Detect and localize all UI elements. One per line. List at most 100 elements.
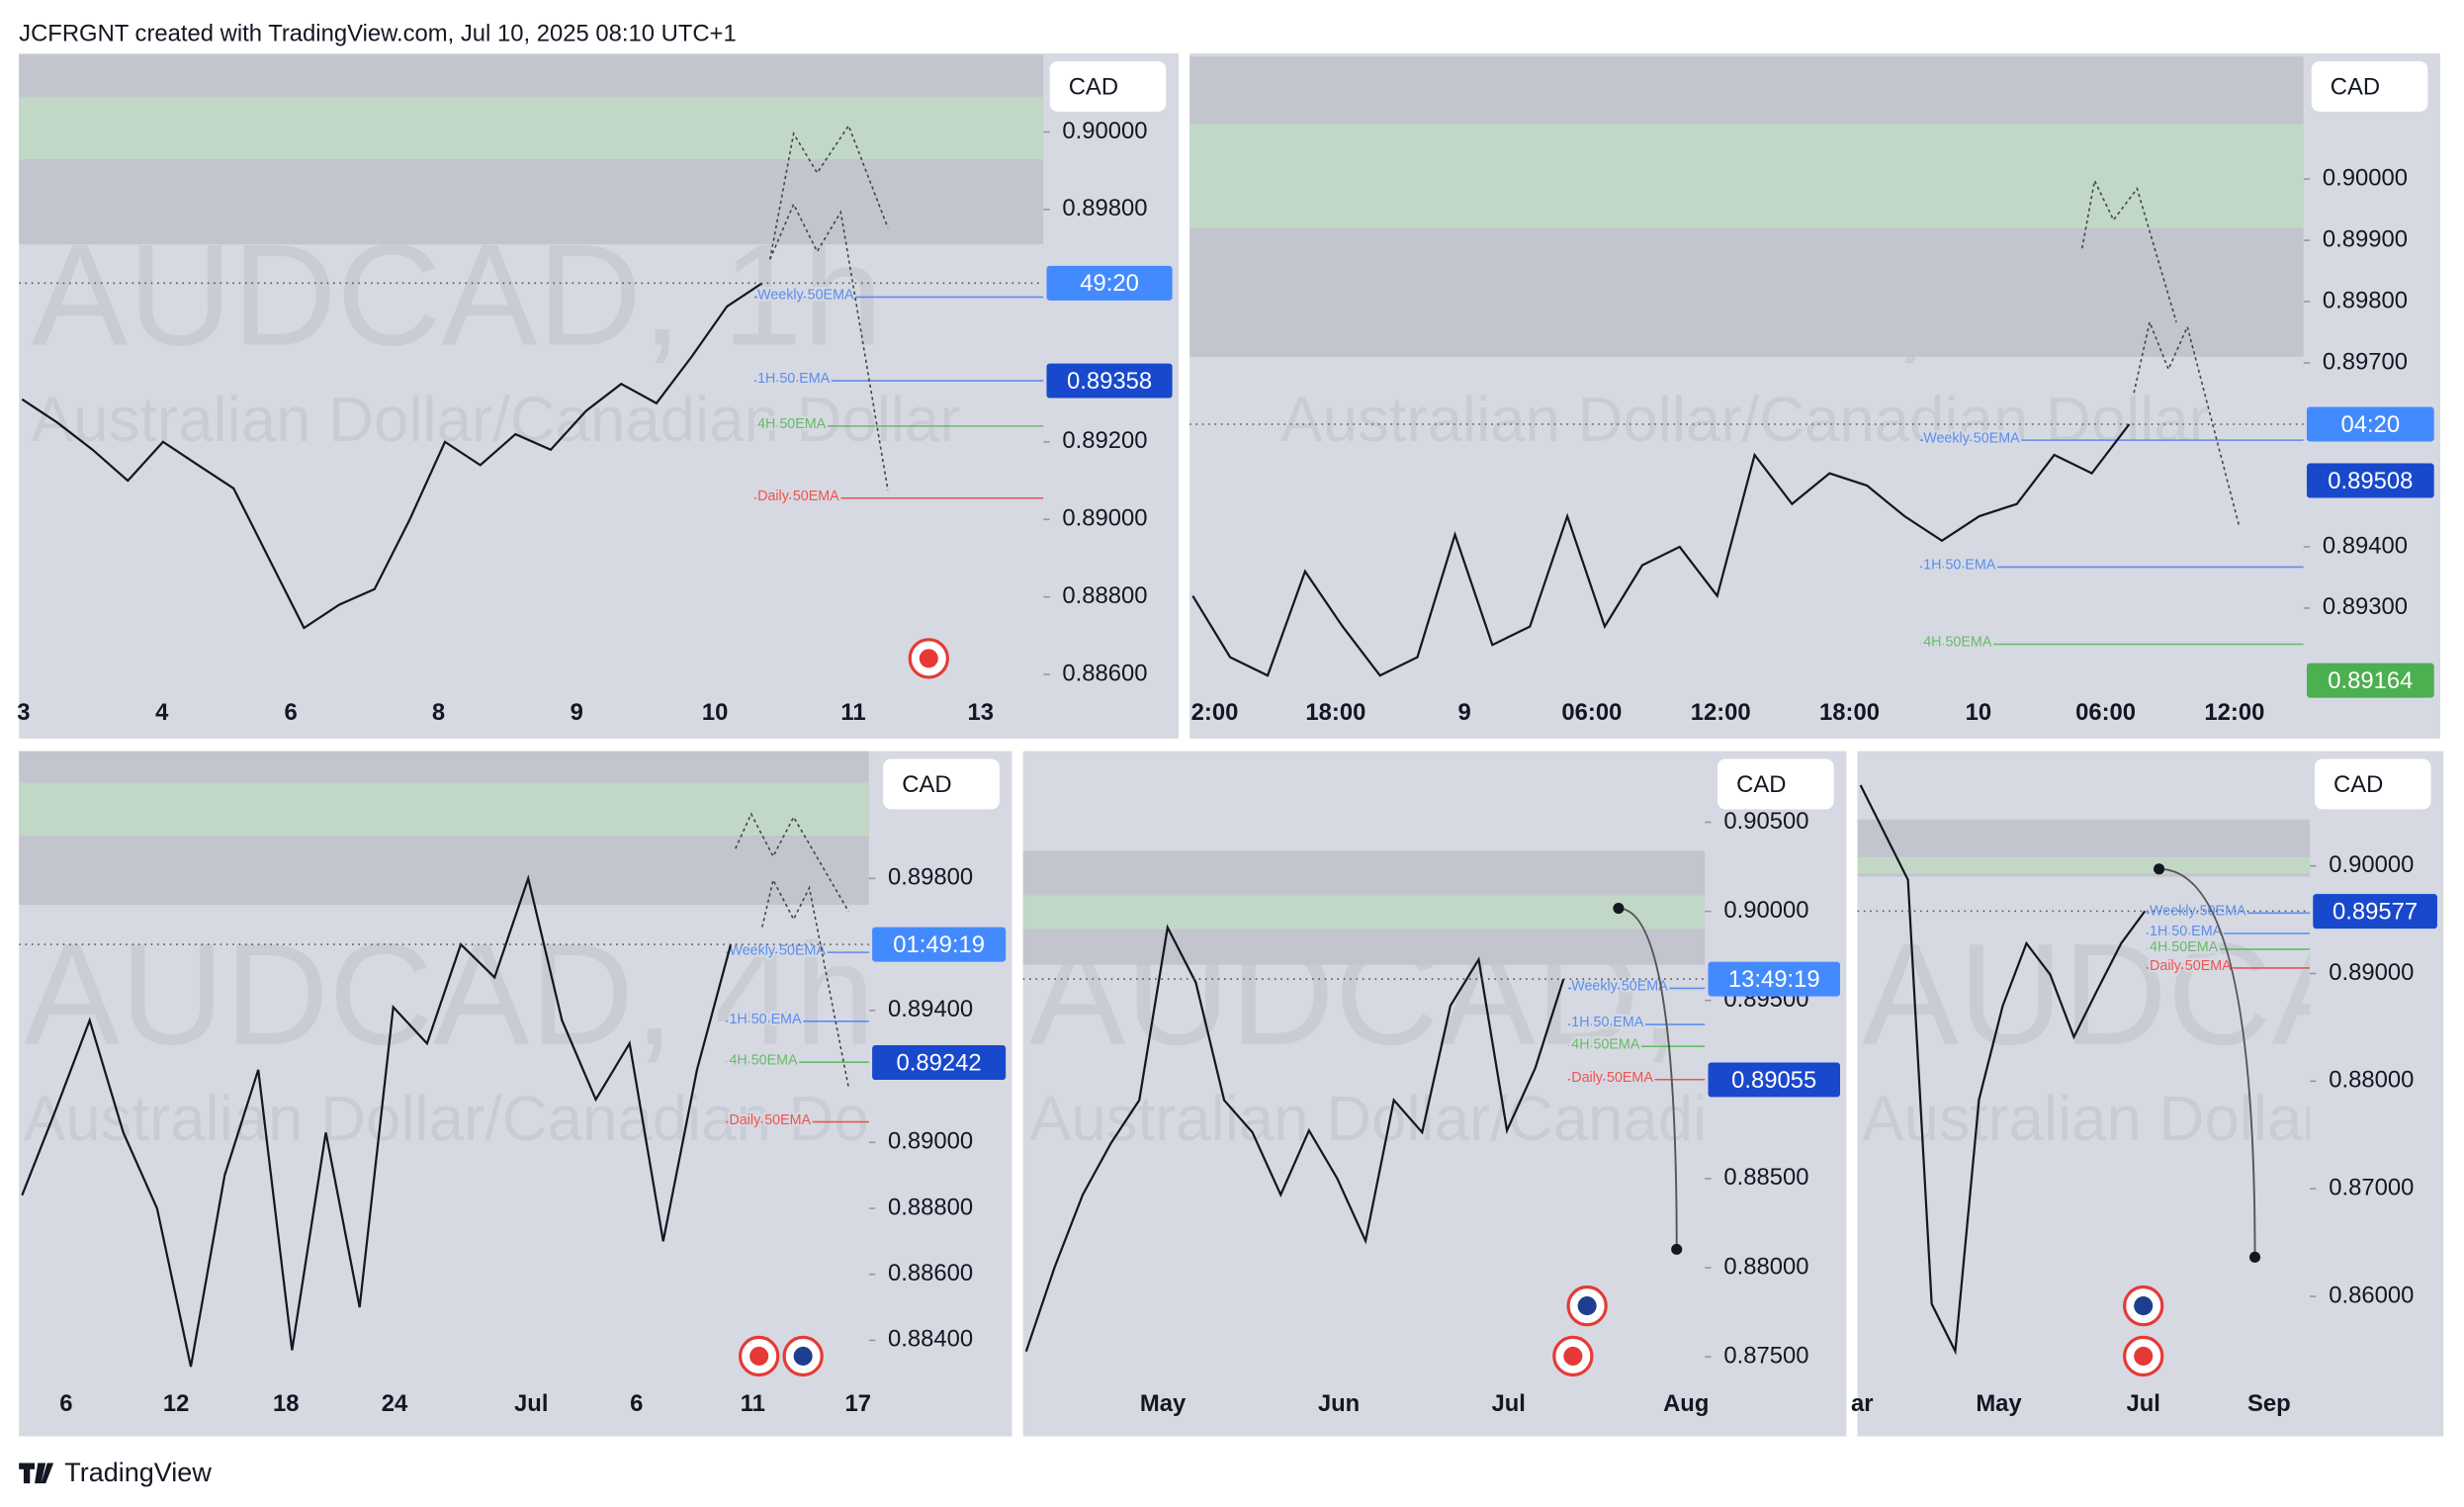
ema-label: Weekly 50EMA <box>1571 979 1668 995</box>
x-tick-label: May <box>1976 1390 2022 1417</box>
price-tag <box>1046 363 1173 399</box>
y-tick-label: 0.88800 <box>1062 582 1147 609</box>
countdown-tag <box>1046 265 1173 301</box>
projection-arrow <box>1618 907 1678 1250</box>
x-tick-label: 17 <box>845 1390 872 1417</box>
y-tick-label: 0.88600 <box>888 1260 973 1286</box>
zone <box>1189 124 2304 228</box>
zone <box>1857 856 2311 874</box>
chart-panel: AUDCAD, 1W Australian Dollar/Canadian Dol… <box>1851 751 2464 1437</box>
price-tag <box>1708 1062 1841 1098</box>
x-tick-label: 18:00 <box>1819 699 1880 726</box>
currency-button[interactable] <box>883 758 1000 810</box>
price-line <box>21 282 763 630</box>
y-tick-label: 0.88500 <box>1723 1164 1808 1191</box>
x-tick-label: 18 <box>273 1390 300 1417</box>
y-tick-label: 0.89000 <box>2329 959 2414 986</box>
y-tick-label: 0.89900 <box>2323 225 2408 252</box>
y-tick-label: 0.89300 <box>2323 593 2408 620</box>
price-line <box>21 874 733 1368</box>
price-tag-label: 0.89164 <box>2328 667 2413 694</box>
y-tick-label: 0.90000 <box>2323 164 2408 191</box>
price-line <box>1859 784 2147 1356</box>
y-tick-label: 0.88000 <box>2329 1067 2414 1094</box>
x-tick-label: 06:00 <box>2075 699 2136 726</box>
currency-button[interactable] <box>2314 758 2431 810</box>
projection-arrow <box>2158 867 2256 1258</box>
watermark-subtitle: Australian Dollar/Canadian Dollar <box>1862 1084 2464 1154</box>
arrow-end <box>2248 1251 2261 1263</box>
chart-panel: AUDCAD, 15Australian Dollar/Canadian Dol… <box>1189 53 2441 739</box>
x-tick-label: 8 <box>432 699 445 726</box>
x-tick-label: 9 <box>1458 699 1471 726</box>
currency-button[interactable] <box>1717 758 1834 810</box>
flag-center <box>749 1346 769 1366</box>
x-tick-label: 12:00 <box>2204 699 2264 726</box>
x-tick-label: 4 <box>155 699 169 726</box>
projection <box>761 877 850 1088</box>
x-tick-label: 18:00 <box>1305 699 1365 726</box>
ema-label: Weekly 50EMA <box>757 288 854 304</box>
y-tick-label: 0.90000 <box>2329 851 2414 878</box>
x-tick-label: 2:00 <box>1191 699 1239 726</box>
projection <box>769 124 889 260</box>
x-tick-label: ar <box>1851 1390 1874 1417</box>
plot-area: AUDCAD, 4h Australian Dollar/Canadian Dol… <box>19 751 953 1377</box>
x-tick-label: 12:00 <box>1691 699 1751 726</box>
price-tag-label: 0.89358 <box>1067 368 1152 395</box>
y-tick-label: 0.87000 <box>2329 1174 2414 1200</box>
price-tag-label: 0.89055 <box>1731 1067 1816 1094</box>
flag-center <box>1563 1346 1583 1366</box>
chart-panel: AUDCAD, 4h Australian Dollar/Canadian Dol… <box>19 751 1012 1437</box>
watermark-subtitle: Australian Dollar/Canadian Dollar <box>1280 385 2210 455</box>
y-tick-label: 0.88400 <box>888 1326 973 1353</box>
price-tag <box>872 1045 1007 1081</box>
currency-label: CAD <box>1736 771 1786 798</box>
plot-area: AUDCAD, 1W Australian Dollar/Canadian Dol… <box>1857 784 2464 1377</box>
countdown-tag-label: 04:20 <box>2341 411 2401 438</box>
projection <box>735 812 849 913</box>
y-tick-label: 0.90000 <box>1723 897 1808 924</box>
countdown-tag-label: 13:49:19 <box>1728 966 1820 993</box>
currency-label: CAD <box>2333 771 2383 798</box>
countdown-tag-label: 49:20 <box>1080 270 1139 297</box>
footer-logo <box>19 1463 54 1484</box>
y-tick-label: 0.89200 <box>1062 427 1147 454</box>
zone <box>19 782 869 837</box>
currency-button[interactable] <box>2311 60 2428 112</box>
currency-label: CAD <box>2331 73 2380 100</box>
x-tick-label: 06:00 <box>1561 699 1622 726</box>
watermark-subtitle: Australian Dollar/Canadian Dollar <box>32 385 961 455</box>
price-line <box>1024 924 1565 1353</box>
price-tag <box>2306 463 2434 498</box>
x-tick-label: 6 <box>630 1390 643 1417</box>
y-tick-label: 0.89800 <box>888 864 973 891</box>
countdown-tag <box>1708 961 1841 997</box>
currency-button[interactable] <box>1049 60 1167 112</box>
countdown-tag-label: 01:49:19 <box>893 931 985 958</box>
x-tick-label: Jun <box>1318 1390 1360 1417</box>
countdown-tag <box>872 927 1007 962</box>
y-tick-label: 0.89000 <box>1062 505 1147 532</box>
price-tag <box>2313 894 2437 930</box>
watermark: AUDCAD, 1W <box>1862 914 2464 1075</box>
ema-label: 4H 50EMA <box>729 1052 798 1068</box>
ema-label: Daily 50EMA <box>757 488 839 504</box>
ema-label: 4H 50EMA <box>1571 1036 1640 1052</box>
x-tick-label: Sep <box>2247 1390 2291 1417</box>
x-tick-label: 12 <box>163 1390 190 1417</box>
arrow-start <box>2154 863 2165 875</box>
x-tick-label: 11 <box>840 699 865 726</box>
y-tick-label: 0.90000 <box>1062 118 1147 144</box>
x-tick-label: 6 <box>284 699 297 726</box>
flag-center <box>2134 1296 2154 1316</box>
watermark-subtitle: Australian Dollar/Canadian Dollar <box>24 1084 953 1154</box>
price-tag-label: 0.89577 <box>2332 899 2418 926</box>
y-tick-label: 0.89800 <box>1062 195 1147 222</box>
x-tick-label: 3 <box>17 699 30 726</box>
footer-brand: TradingView <box>64 1458 212 1487</box>
ema-label: Daily 50EMA <box>1571 1070 1653 1086</box>
price-tag <box>2306 663 2434 698</box>
